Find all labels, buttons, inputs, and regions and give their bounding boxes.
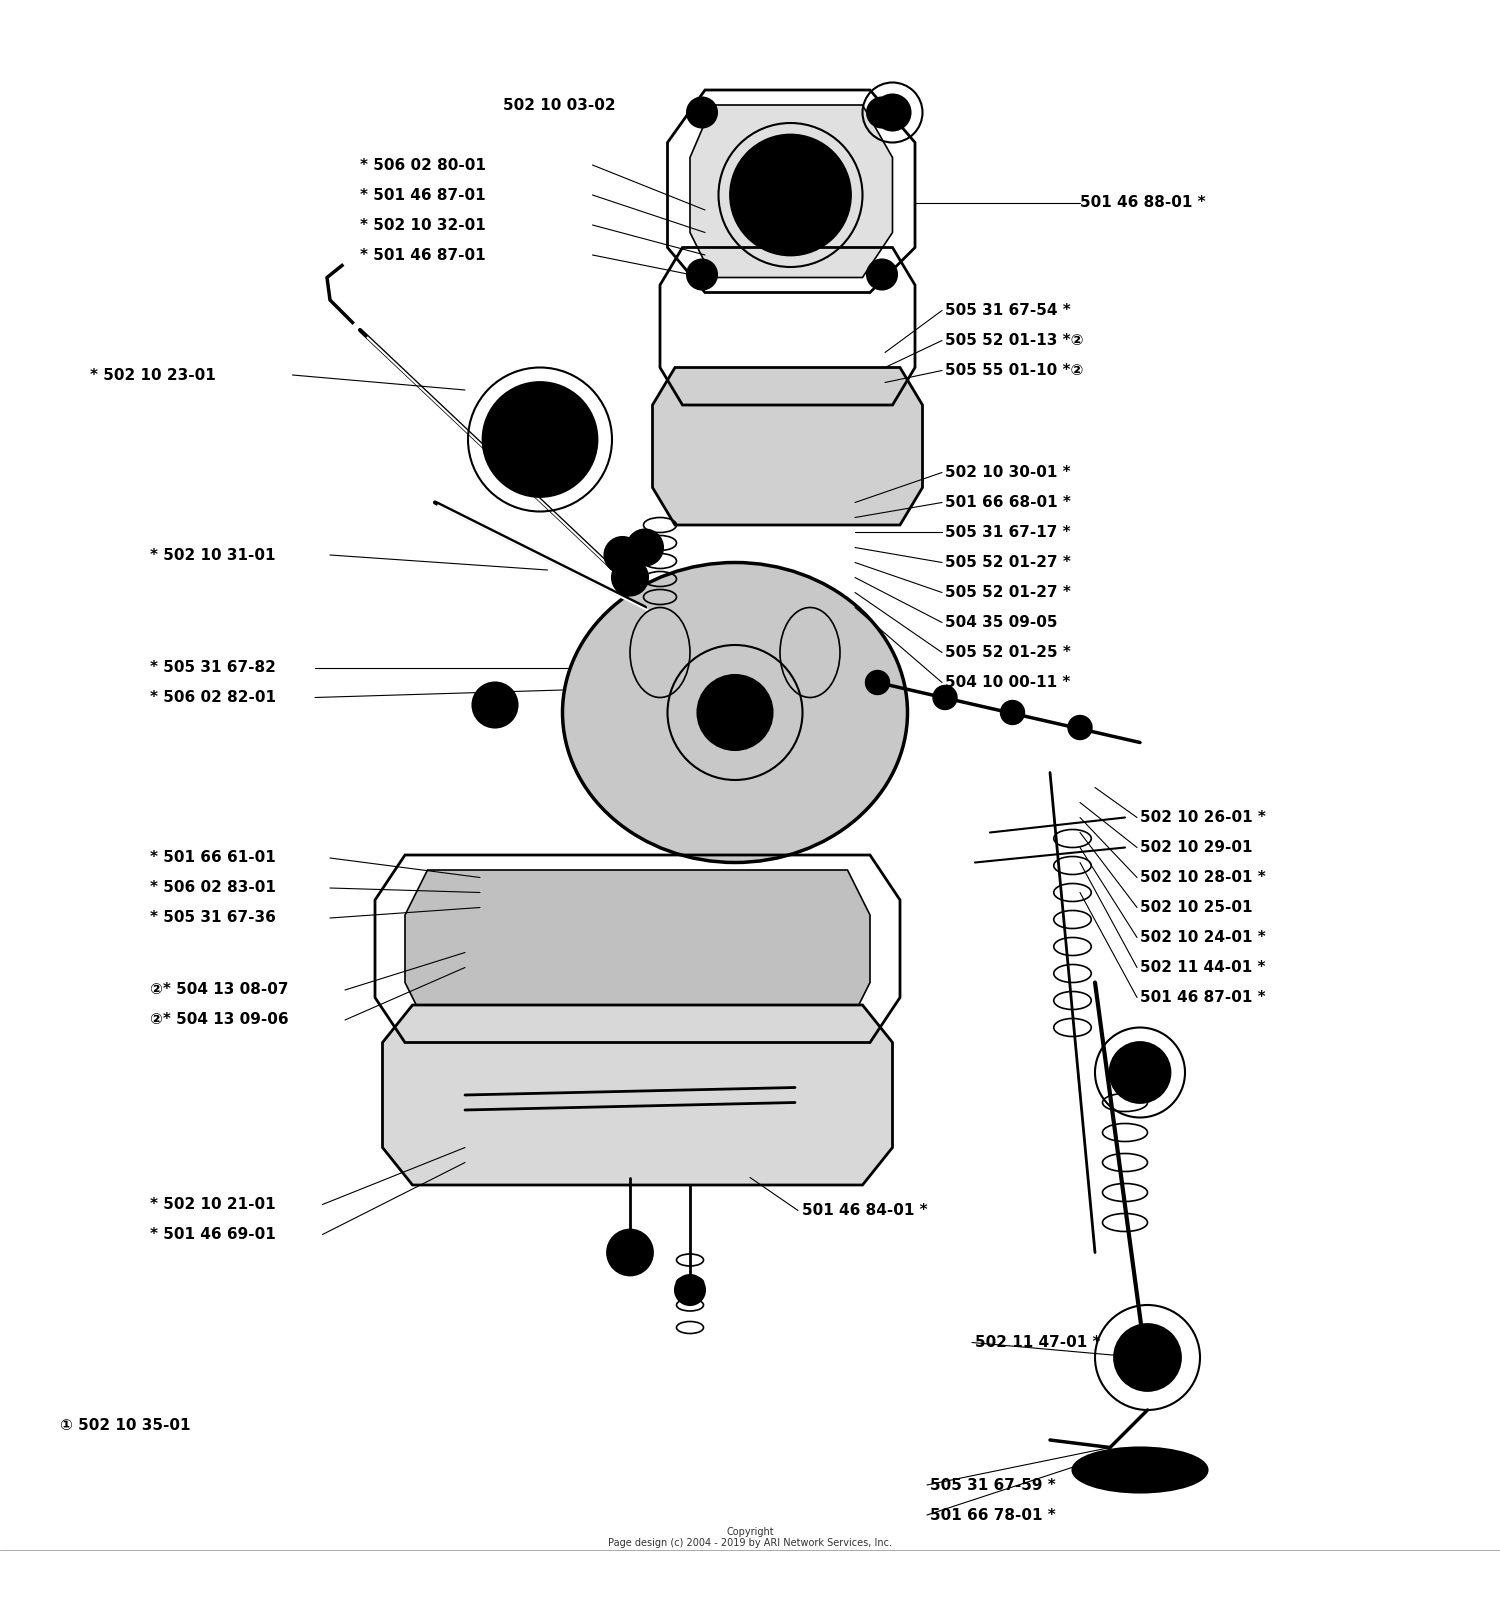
Ellipse shape	[562, 562, 908, 862]
Text: 505 31 67-54 *: 505 31 67-54 *	[945, 303, 1071, 318]
Circle shape	[627, 530, 663, 565]
Circle shape	[730, 135, 850, 255]
Polygon shape	[405, 870, 870, 1027]
Text: * 502 10 32-01: * 502 10 32-01	[360, 218, 486, 233]
Polygon shape	[652, 368, 922, 525]
Text: 505 31 67-59 *: 505 31 67-59 *	[930, 1478, 1056, 1493]
Text: 504 35 09-05: 504 35 09-05	[945, 615, 1058, 631]
Circle shape	[1110, 1043, 1170, 1103]
Text: * 502 10 21-01: * 502 10 21-01	[150, 1197, 276, 1212]
Text: * 501 46 87-01: * 501 46 87-01	[360, 247, 486, 263]
Polygon shape	[690, 104, 892, 278]
Circle shape	[604, 538, 640, 573]
Text: * 505 31 67-82: * 505 31 67-82	[150, 660, 276, 676]
Circle shape	[608, 1229, 652, 1274]
Text: * 506 02 80-01: * 506 02 80-01	[360, 157, 486, 172]
Text: 502 10 26-01 *: 502 10 26-01 *	[1140, 811, 1266, 825]
Text: * 502 10 23-01: * 502 10 23-01	[90, 368, 216, 382]
Text: 501 66 68-01 *: 501 66 68-01 *	[945, 494, 1071, 510]
Text: ②* 504 13 09-06: ②* 504 13 09-06	[150, 1013, 288, 1027]
Text: 502 10 25-01: 502 10 25-01	[1140, 900, 1252, 915]
Circle shape	[687, 98, 717, 127]
Text: 505 52 01-27 *: 505 52 01-27 *	[945, 584, 1071, 600]
Circle shape	[675, 1274, 705, 1305]
Circle shape	[867, 260, 897, 289]
Text: 505 52 01-13 *②: 505 52 01-13 *②	[945, 332, 1083, 348]
Text: 502 10 28-01 *: 502 10 28-01 *	[1140, 870, 1266, 884]
Text: * 501 46 87-01: * 501 46 87-01	[360, 188, 486, 202]
Text: 505 31 67-17 *: 505 31 67-17 *	[945, 525, 1071, 539]
Circle shape	[1000, 700, 1024, 724]
Text: 505 52 01-25 *: 505 52 01-25 *	[945, 645, 1071, 660]
Text: 502 10 29-01: 502 10 29-01	[1140, 839, 1252, 855]
Circle shape	[687, 260, 717, 289]
Text: 501 46 87-01 *: 501 46 87-01 *	[1140, 990, 1266, 1005]
Circle shape	[865, 671, 889, 695]
Text: 505 52 01-27 *: 505 52 01-27 *	[945, 555, 1071, 570]
Ellipse shape	[1072, 1448, 1208, 1493]
Circle shape	[698, 676, 772, 750]
Text: * 501 46 69-01: * 501 46 69-01	[150, 1226, 276, 1242]
Text: Copyright
Page design (c) 2004 - 2019 by ARI Network Services, Inc.: Copyright Page design (c) 2004 - 2019 by…	[608, 1526, 892, 1549]
Text: ②* 504 13 08-07: ②* 504 13 08-07	[150, 982, 288, 997]
Text: 501 66 78-01 *: 501 66 78-01 *	[930, 1507, 1056, 1523]
Text: 502 11 44-01 *: 502 11 44-01 *	[1140, 960, 1266, 974]
Text: * 506 02 82-01: * 506 02 82-01	[150, 690, 276, 705]
Text: 502 10 30-01 *: 502 10 30-01 *	[945, 465, 1071, 480]
Text: 501 46 84-01 *: 501 46 84-01 *	[802, 1204, 928, 1218]
Text: * 506 02 83-01: * 506 02 83-01	[150, 881, 276, 896]
Text: 502 10 03-02: 502 10 03-02	[503, 98, 615, 112]
Text: 504 10 00-11 *: 504 10 00-11 *	[945, 676, 1071, 690]
Polygon shape	[382, 1005, 892, 1184]
Text: 502 11 47-01 *: 502 11 47-01 *	[975, 1335, 1101, 1350]
Text: * 501 66 61-01: * 501 66 61-01	[150, 851, 276, 865]
Circle shape	[867, 98, 897, 127]
Text: 502 10 24-01 *: 502 10 24-01 *	[1140, 929, 1266, 945]
Circle shape	[933, 685, 957, 709]
Text: 501 46 88-01 *: 501 46 88-01 *	[1080, 194, 1206, 210]
Circle shape	[472, 682, 518, 727]
Text: * 502 10 31-01: * 502 10 31-01	[150, 547, 276, 562]
Circle shape	[612, 560, 648, 595]
Text: * 505 31 67-36: * 505 31 67-36	[150, 910, 276, 926]
Circle shape	[483, 382, 597, 496]
Text: ① 502 10 35-01: ① 502 10 35-01	[60, 1417, 190, 1433]
Circle shape	[874, 95, 910, 130]
Text: 505 55 01-10 *②: 505 55 01-10 *②	[945, 363, 1083, 379]
Circle shape	[1114, 1324, 1180, 1390]
Circle shape	[1068, 716, 1092, 740]
